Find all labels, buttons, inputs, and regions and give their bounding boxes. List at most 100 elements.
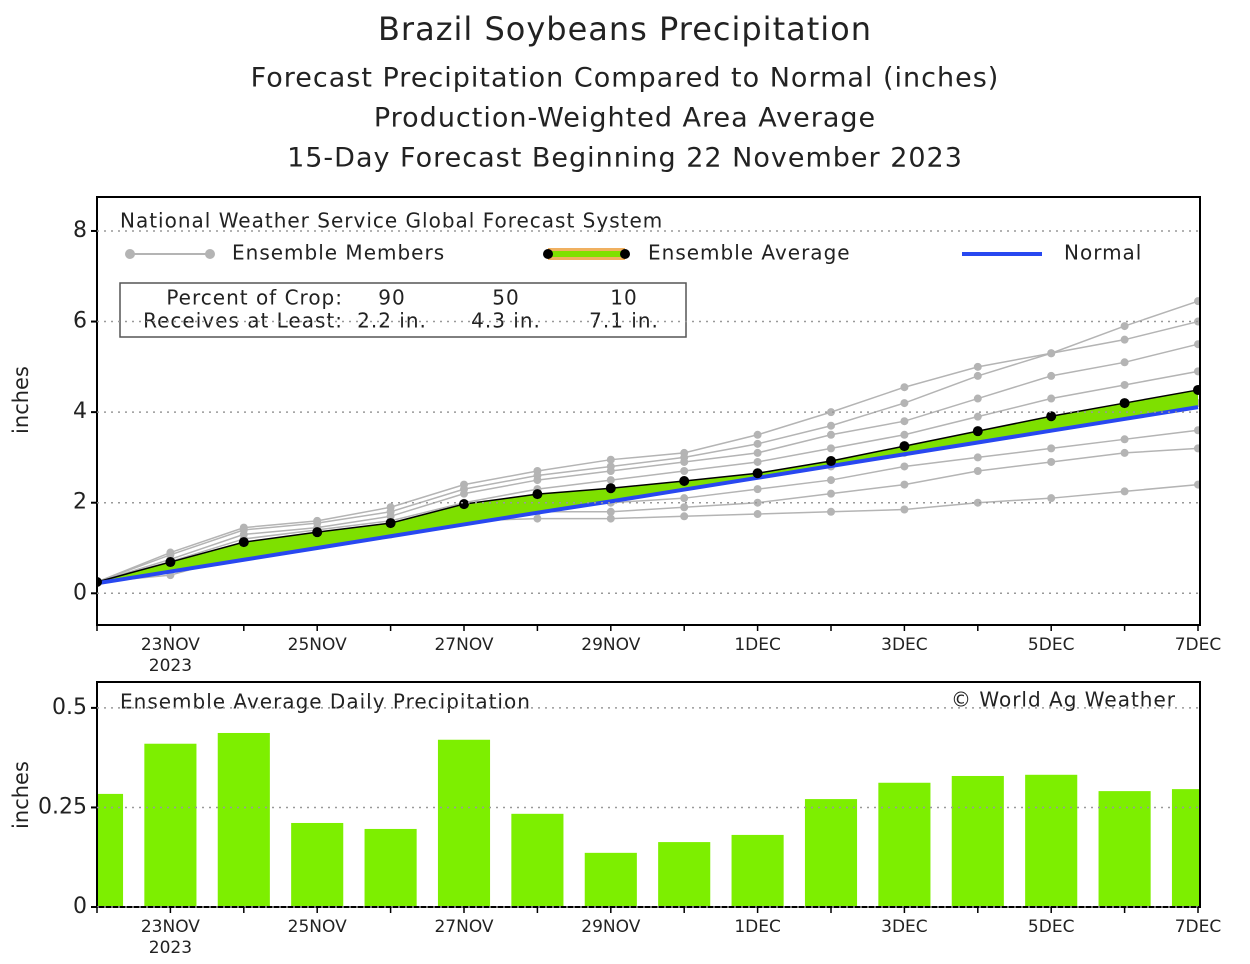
legend-swatch <box>543 249 553 259</box>
member-point <box>827 507 835 516</box>
member-point <box>1194 426 1200 435</box>
member-point <box>1120 380 1129 389</box>
y-tick-label: 4 <box>73 399 87 424</box>
crop-table-cell: 10 <box>610 286 637 310</box>
bar <box>1098 791 1151 907</box>
y-tick-label: 0 <box>73 894 87 919</box>
chart-title: Ensemble Average Daily Precipitation <box>120 690 531 714</box>
average-point <box>826 456 836 467</box>
member-point <box>1047 349 1056 358</box>
x-tick-label: 25NOV <box>288 635 347 655</box>
member-point <box>900 462 909 471</box>
chart-subtitle: Production-Weighted Area Average <box>374 103 876 134</box>
average-point <box>165 557 176 568</box>
chart-subtitle: 15-Day Forecast Beginning 22 November 20… <box>287 143 963 174</box>
average-point <box>385 518 396 529</box>
member-point <box>900 399 909 408</box>
member-point <box>753 430 762 439</box>
member-point <box>606 514 615 523</box>
member-point <box>1194 444 1200 453</box>
crop-table-box <box>119 282 687 338</box>
x-tick-label: 7DEC <box>1175 635 1222 655</box>
member-point <box>827 476 835 485</box>
x-tick-label: 29NOV <box>581 917 640 937</box>
member-point <box>900 505 909 514</box>
bar <box>1171 789 1200 907</box>
series-line <box>97 389 1199 583</box>
member-line <box>97 320 1199 583</box>
legend-label: Normal <box>1064 241 1142 265</box>
bar <box>291 822 344 907</box>
bar <box>584 852 637 907</box>
x-tick-label: 7DEC <box>1175 917 1222 937</box>
x-tick-label: 3DEC <box>881 917 928 937</box>
member-point <box>1120 322 1129 331</box>
bar <box>437 739 491 907</box>
member-point <box>753 485 762 494</box>
x-tick-label: 3DEC <box>881 635 928 655</box>
member-point <box>753 498 762 507</box>
y-tick-label: 0.5 <box>52 695 87 720</box>
average-point <box>1193 384 1200 395</box>
member-point <box>606 455 615 464</box>
member-point <box>1120 335 1129 344</box>
crop-table-cell: 2.2 in. <box>357 309 427 333</box>
x-tick-label: 23NOV <box>141 635 200 655</box>
member-line <box>97 370 1199 583</box>
member-point <box>680 467 689 476</box>
member-point <box>1194 297 1200 306</box>
plot-frame <box>96 681 1201 908</box>
member-point <box>973 412 982 421</box>
legend-swatch <box>125 249 135 259</box>
x-tick-label: 27NOV <box>434 635 493 655</box>
x-year-label: 2023 <box>149 656 192 676</box>
crop-table-cell: 90 <box>378 286 405 310</box>
x-tick-label: 29NOV <box>581 635 640 655</box>
x-tick-label: 25NOV <box>288 917 347 937</box>
crop-table-cell: 7.1 in. <box>589 309 659 333</box>
y-tick-label: 0 <box>73 580 87 605</box>
bar <box>804 799 858 907</box>
member-point <box>1047 494 1056 503</box>
member-line <box>97 300 1199 583</box>
anomaly-band <box>97 389 1198 584</box>
series-line <box>97 405 1199 586</box>
member-point <box>973 394 982 403</box>
member-point <box>973 467 982 476</box>
x-tick-label: 5DEC <box>1028 917 1075 937</box>
member-point <box>1047 394 1056 403</box>
bar <box>1025 774 1078 907</box>
member-point <box>1194 480 1200 489</box>
y-axis-label: inches <box>9 366 33 434</box>
member-point <box>1194 367 1200 376</box>
x-tick-label: 1DEC <box>734 635 781 655</box>
y-tick-label: 8 <box>73 218 87 243</box>
average-point <box>459 499 469 510</box>
bar <box>731 834 784 907</box>
member-line <box>97 447 1199 583</box>
average-point <box>532 489 543 500</box>
member-point <box>827 444 835 453</box>
member-point <box>753 510 762 519</box>
member-point <box>973 371 982 380</box>
member-point <box>1194 340 1200 349</box>
member-point <box>900 383 909 392</box>
member-point <box>827 489 835 498</box>
member-point <box>753 448 762 457</box>
x-year-label: 2023 <box>149 938 192 958</box>
member-point <box>680 494 689 503</box>
member-point <box>900 430 909 439</box>
chart-subtitle: Forecast Precipitation Compared to Norma… <box>251 63 1000 94</box>
average-point <box>312 527 323 538</box>
bar <box>217 732 270 907</box>
member-point <box>680 512 689 521</box>
legend-swatch <box>620 249 630 259</box>
crop-table-cell: 4.3 in. <box>471 309 541 333</box>
crop-table-cell: 50 <box>492 286 519 310</box>
legend-title: National Weather Service Global Forecast… <box>120 209 663 233</box>
legend-label: Ensemble Average <box>648 241 851 265</box>
bar <box>97 793 124 907</box>
average-point <box>679 475 690 486</box>
member-point <box>827 430 835 439</box>
